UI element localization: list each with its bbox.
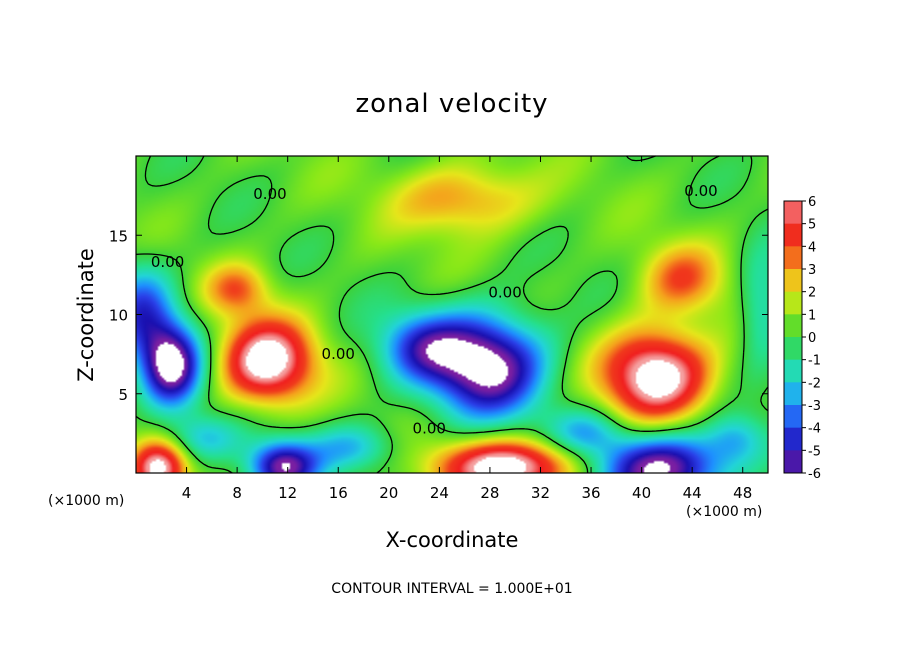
velocity-heatmap: [136, 156, 768, 473]
x-tick-label: 4: [182, 484, 192, 502]
colorbar-swatch: [784, 450, 802, 474]
x-unit-label-left: (×1000 m): [48, 493, 124, 509]
colorbar-tick-label: 3: [808, 263, 816, 278]
plot-area: 0.000.000.000.000.000.00 4 8 12 16 20 24 28 32 3…: [109, 155, 769, 502]
contour-labels: 0.00 0.00 0.00 0.00 0.00 0.00: [151, 182, 718, 438]
x-unit-label-right: (×1000 m): [686, 504, 762, 520]
chart-title: zonal velocity: [355, 89, 548, 119]
x-tick-label: 48: [733, 484, 752, 502]
x-tick-label: 20: [379, 484, 398, 502]
x-tick-label: 44: [683, 484, 702, 502]
colorbar-tick-label: -6: [808, 467, 821, 482]
x-tick-label: 36: [581, 484, 600, 502]
colorbar-swatch: [784, 223, 802, 247]
colorbar: 6 5 4 3 2 1 0 -1 -2 -3 -4 -5 -6: [783, 195, 821, 482]
colorbar-tick-label: 1: [808, 308, 816, 323]
contour-label: 0.00: [684, 182, 717, 200]
colorbar-tick-label: 5: [808, 218, 816, 233]
colorbar-tick-label: -3: [808, 399, 821, 414]
x-axis-label: X-coordinate: [386, 528, 519, 552]
colorbar-tick-label: 0: [808, 331, 816, 346]
y-tick-label: 10: [109, 307, 128, 325]
colorbar-swatch: [784, 201, 802, 225]
y-axis-label: Z-coordinate: [74, 248, 98, 382]
contour-label: 0.00: [488, 283, 521, 301]
contour-label: 0.00: [322, 345, 355, 363]
y-tick-label: 5: [118, 386, 128, 404]
zero-contour-line: [135, 155, 769, 474]
x-tick-label: 8: [232, 484, 242, 502]
colorbar-swatch: [784, 359, 802, 383]
colorbar-swatch: [784, 382, 802, 406]
colorbar-tick-label: -5: [808, 444, 821, 459]
y-tick-label: 15: [109, 227, 128, 245]
colorbar-swatch: [784, 405, 802, 429]
contour-lines: [135, 155, 769, 474]
colorbar-tick-label: -2: [808, 376, 821, 391]
x-tick-label: 12: [278, 484, 297, 502]
y-axis-ticks: 5 10 15: [109, 227, 768, 404]
contour-label: 0.00: [253, 185, 286, 203]
contour-label: 0.00: [413, 420, 446, 438]
colorbar-tick-label: -4: [808, 422, 821, 437]
contour-interval-note: CONTOUR INTERVAL = 1.000E+01: [331, 581, 572, 597]
colorbar-swatch: [784, 314, 802, 338]
colorbar-swatch: [784, 427, 802, 451]
x-tick-label: 40: [632, 484, 651, 502]
x-tick-label: 24: [430, 484, 449, 502]
colorbar-tick-label: 2: [808, 286, 816, 301]
colorbar-tick-label: 4: [808, 240, 816, 255]
colorbar-swatch: [784, 337, 802, 361]
colorbar-swatch: [784, 246, 802, 270]
x-tick-label: 28: [480, 484, 499, 502]
colorbar-tick-label: -1: [808, 354, 821, 369]
colorbar-swatch: [784, 269, 802, 293]
x-axis-ticks: 4 8 12 16 20 24 28 32 36 40 44 48: [182, 156, 752, 502]
x-tick-label: 16: [329, 484, 348, 502]
x-tick-label: 32: [531, 484, 550, 502]
colorbar-tick-label: 6: [808, 195, 816, 210]
contour-label: 0.00: [151, 253, 184, 271]
colorbar-swatch: [784, 291, 802, 315]
